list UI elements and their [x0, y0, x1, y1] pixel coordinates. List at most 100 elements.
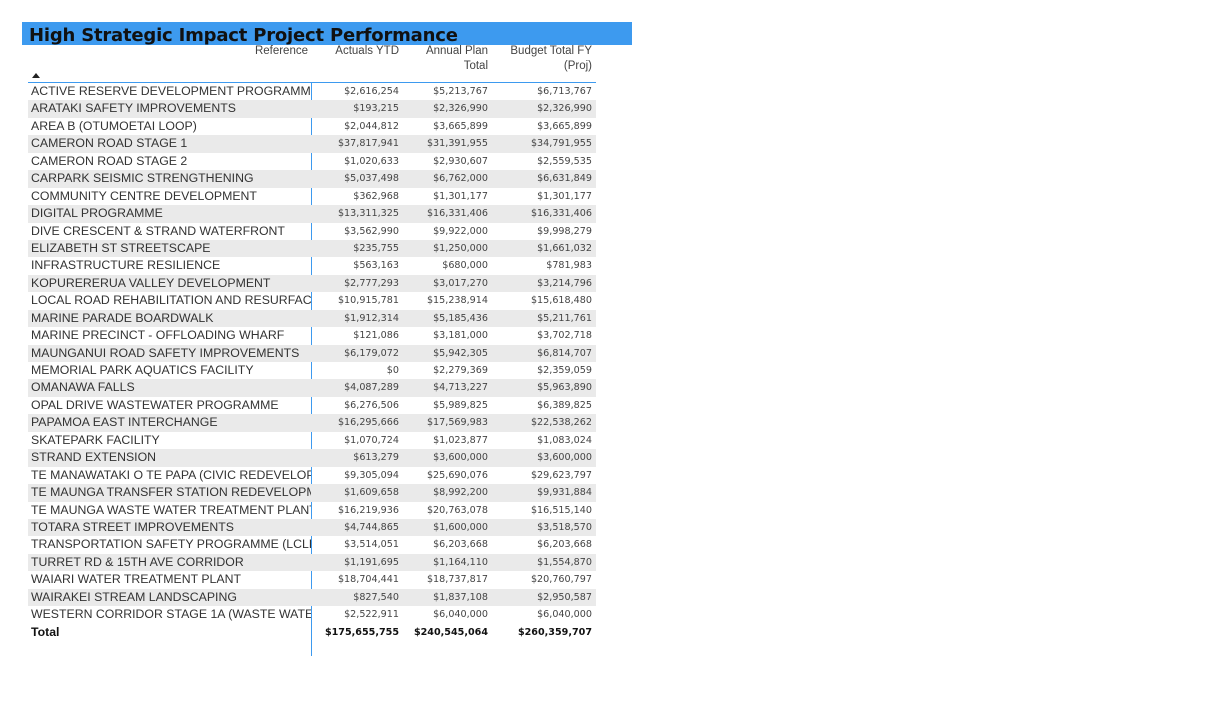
- row-reference: OPAL DRIVE WASTEWATER PROGRAMME: [31, 397, 279, 412]
- row-budget-total-fy: $5,211,761: [537, 312, 592, 324]
- column-header-budget-total-fy[interactable]: Budget Total FY (Proj): [510, 45, 592, 72]
- row-budget-total-fy: $1,554,870: [537, 556, 592, 568]
- table-row[interactable]: OMANAWA FALLS $4,087,289 $4,713,227 $5,963,…: [28, 379, 596, 397]
- row-budget-total-fy: $6,040,000: [537, 609, 592, 621]
- table-row[interactable]: TE MANAWATAKI O TE PAPA (CIVIC REDEVELOP…: [28, 467, 596, 484]
- row-reference: KOPURERERUA VALLEY DEVELOPMENT: [31, 275, 271, 290]
- row-reference: ARATAKI SAFETY IMPROVEMENTS: [31, 101, 236, 116]
- table-row[interactable]: TE MAUNGA WASTE WATER TREATMENT PLANT $16…: [28, 502, 596, 519]
- row-actuals-ytd: $121,086: [353, 330, 399, 342]
- table-row[interactable]: PAPAMOA EAST INTERCHANGE $16,295,666 $17,5…: [28, 414, 596, 432]
- table-row[interactable]: SKATEPARK FACILITY $1,070,724 $1,023,877 $1…: [28, 432, 596, 449]
- row-budget-total-fy: $3,214,796: [537, 277, 592, 289]
- row-reference: PAPAMOA EAST INTERCHANGE: [31, 415, 218, 430]
- row-actuals-ytd: $362,968: [353, 190, 399, 202]
- table-row[interactable]: CAMERON ROAD STAGE 2 $1,020,633 $2,930,607…: [28, 153, 596, 170]
- row-reference: WESTERN CORRIDOR STAGE 1A (WASTE WATER): [31, 607, 311, 622]
- row-reference: TURRET RD & 15TH AVE CORRIDOR: [31, 554, 244, 569]
- table-total-row[interactable]: Total $175,655,755 $240,545,064 $260,359,70…: [28, 624, 596, 641]
- row-actuals-ytd: $4,744,865: [344, 521, 399, 533]
- row-actuals-ytd: $9,305,094: [344, 469, 399, 481]
- table-row[interactable]: TRANSPORTATION SAFETY PROGRAMME (LCLR) $3…: [28, 536, 596, 553]
- table-row[interactable]: TE MAUNGA TRANSFER STATION REDEVELOPMENT…: [28, 484, 596, 502]
- table-row[interactable]: AREA B (OTUMOETAI LOOP) $2,044,812 $3,665,…: [28, 118, 596, 135]
- row-reference: TE MANAWATAKI O TE PAPA (CIVIC REDEVELOP: [31, 467, 311, 482]
- table-row[interactable]: MAUNGANUI ROAD SAFETY IMPROVEMENTS $6,179…: [28, 344, 596, 362]
- table-row[interactable]: MARINE PARADE BOARDWALK $1,912,314 $5,185,…: [28, 309, 596, 328]
- table-row[interactable]: CAMERON ROAD STAGE 1 $37,817,941 $31,391,9…: [28, 135, 596, 153]
- row-budget-total-fy: $3,518,570: [537, 521, 592, 533]
- table-row[interactable]: WAIRAKEI STREAM LANDSCAPING $827,540 $1,83…: [28, 588, 596, 607]
- row-actuals-ytd: $1,020,633: [344, 155, 399, 167]
- row-budget-total-fy: $6,203,668: [537, 539, 592, 551]
- column-header-reference[interactable]: Reference: [254, 45, 308, 57]
- table-row[interactable]: OPAL DRIVE WASTEWATER PROGRAMME $6,276,50…: [28, 397, 596, 414]
- row-actuals-ytd: $2,522,911: [344, 609, 399, 621]
- row-actuals-ytd: $5,037,498: [344, 173, 399, 185]
- table-row[interactable]: STRAND EXTENSION $613,279 $3,600,000 $3,600…: [28, 449, 596, 467]
- row-reference: WAIARI WATER TREATMENT PLANT: [31, 572, 241, 587]
- row-budget-total-fy: $9,931,884: [537, 487, 592, 499]
- row-actuals-ytd: $37,817,941: [337, 138, 399, 150]
- row-actuals-ytd: $2,616,254: [344, 86, 399, 97]
- row-actuals-ytd: $18,704,441: [337, 574, 399, 586]
- row-budget-total-fy: $20,760,797: [530, 574, 592, 586]
- row-budget-total-fy: $6,631,849: [537, 173, 592, 185]
- row-actuals-ytd: $3,514,051: [344, 539, 399, 551]
- row-actuals-ytd: $563,163: [353, 260, 399, 272]
- table-row[interactable]: ELIZABETH ST STREETSCAPE $235,755 $1,250,0…: [28, 239, 596, 258]
- row-annual-plan-total: $1,250,000: [433, 242, 488, 254]
- column-header-annual-plan-total[interactable]: Annual Plan Total: [425, 45, 488, 72]
- table-row[interactable]: DIVE CRESCENT & STRAND WATERFRONT $3,562,…: [28, 223, 596, 240]
- row-actuals-ytd: $6,179,072: [344, 347, 399, 359]
- row-annual-plan-total: $9,922,000: [433, 225, 488, 237]
- table-row[interactable]: WESTERN CORRIDOR STAGE 1A (WASTE WATER) $…: [28, 606, 596, 623]
- table-row[interactable]: ARATAKI SAFETY IMPROVEMENTS $193,215 $2,32…: [28, 100, 596, 118]
- row-reference: STRAND EXTENSION: [31, 450, 157, 465]
- row-annual-plan-total: $1,301,177: [433, 190, 488, 202]
- table-row[interactable]: MEMORIAL PARK AQUATICS FACILITY $0 $2,279,…: [28, 362, 596, 379]
- row-annual-plan-total: $4,713,227: [433, 382, 488, 394]
- row-budget-total-fy: $22,538,262: [530, 417, 592, 429]
- row-reference: MAUNGANUI ROAD SAFETY IMPROVEMENTS: [31, 345, 300, 360]
- table-row[interactable]: TOTARA STREET IMPROVEMENTS $4,744,865 $1,6…: [28, 518, 596, 537]
- table-row[interactable]: ACTIVE RESERVE DEVELOPMENT PROGRAMME $2,6…: [28, 83, 596, 100]
- row-reference: COMMUNITY CENTRE DEVELOPMENT: [31, 188, 257, 203]
- row-reference: ACTIVE RESERVE DEVELOPMENT PROGRAMME: [31, 84, 311, 98]
- row-reference: TE MAUNGA WASTE WATER TREATMENT PLANT: [31, 502, 311, 517]
- table-row[interactable]: DIGITAL PROGRAMME $13,311,325 $16,331,406 $…: [28, 205, 596, 223]
- row-annual-plan-total: $17,569,983: [426, 417, 488, 429]
- row-annual-plan-total: $2,930,607: [433, 155, 488, 167]
- row-annual-plan-total: $8,992,200: [433, 487, 488, 499]
- row-actuals-ytd: $193,215: [353, 103, 399, 115]
- row-budget-total-fy: $5,963,890: [537, 382, 592, 394]
- row-reference: CAMERON ROAD STAGE 2: [31, 153, 188, 168]
- table-row[interactable]: CARPARK SEISMIC STRENGTHENING $5,037,498 $…: [28, 170, 596, 188]
- visual-title: High Strategic Impact Project Performanc…: [29, 25, 458, 46]
- table-row[interactable]: TURRET RD & 15TH AVE CORRIDOR $1,191,695 $…: [28, 553, 596, 572]
- sort-ascending-icon[interactable]: [32, 73, 40, 78]
- row-reference: MEMORIAL PARK AQUATICS FACILITY: [31, 363, 254, 377]
- row-reference: DIVE CRESCENT & STRAND WATERFRONT: [31, 223, 285, 238]
- table-row[interactable]: LOCAL ROAD REHABILITATION AND RESURFACIN…: [28, 292, 596, 309]
- table-row[interactable]: INFRASTRUCTURE RESILIENCE $563,163 $680,00…: [28, 257, 596, 274]
- row-reference: INFRASTRUCTURE RESILIENCE: [31, 258, 221, 273]
- row-actuals-ytd: $1,191,695: [344, 556, 399, 568]
- row-annual-plan-total: $20,763,078: [426, 504, 488, 516]
- row-annual-plan-total: $2,326,990: [433, 103, 488, 115]
- row-reference: DIGITAL PROGRAMME: [31, 206, 163, 221]
- row-annual-plan-total: $1,600,000: [433, 521, 488, 533]
- table-row[interactable]: MARINE PRECINCT - OFFLOADING WHARF $121,0…: [28, 327, 596, 344]
- table-row[interactable]: KOPURERERUA VALLEY DEVELOPMENT $2,777,293…: [28, 274, 596, 293]
- table-row[interactable]: WAIARI WATER TREATMENT PLANT $18,704,441 $…: [28, 571, 596, 588]
- row-actuals-ytd: $16,219,936: [337, 504, 399, 516]
- row-annual-plan-total: $1,837,108: [433, 591, 488, 603]
- row-annual-plan-total: $5,213,767: [433, 86, 488, 97]
- row-reference: OMANAWA FALLS: [31, 380, 135, 395]
- row-annual-plan-total: $240,545,064: [413, 626, 488, 638]
- column-header-actuals-ytd[interactable]: Actuals YTD: [335, 45, 399, 57]
- table-row[interactable]: COMMUNITY CENTRE DEVELOPMENT $362,968 $1,3…: [28, 188, 596, 205]
- row-reference: TRANSPORTATION SAFETY PROGRAMME (LCLR): [31, 537, 311, 552]
- row-reference: TOTARA STREET IMPROVEMENTS: [31, 519, 234, 534]
- row-actuals-ytd: $10,915,781: [337, 295, 399, 307]
